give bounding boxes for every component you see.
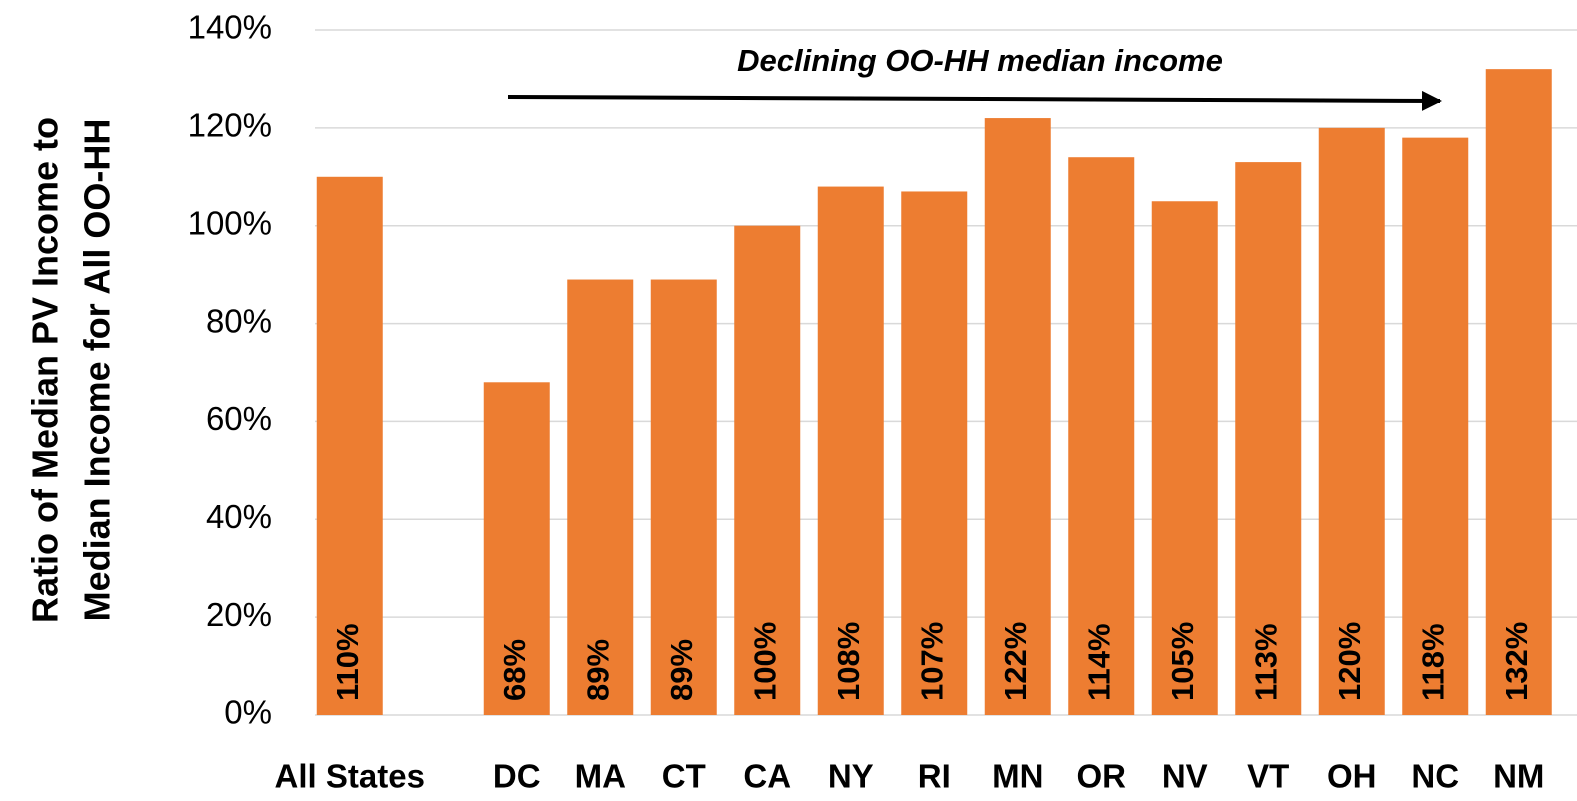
x-tick-label: NY — [828, 758, 874, 795]
y-axis-title: Ratio of Median PV Income to — [25, 117, 66, 623]
data-label: 120% — [1332, 622, 1367, 701]
bar — [1235, 162, 1302, 715]
bar — [1485, 69, 1552, 715]
bar — [650, 279, 717, 715]
y-tick-label: 100% — [188, 204, 272, 241]
bar — [316, 176, 383, 716]
bar — [1068, 157, 1135, 715]
x-tick-label: DC — [493, 758, 541, 795]
x-tick-label: VT — [1247, 758, 1289, 795]
y-tick-label: 80% — [206, 302, 272, 339]
x-tick-label: All States — [275, 758, 425, 795]
data-label: 122% — [998, 622, 1033, 701]
x-tick-label: NV — [1162, 758, 1208, 795]
bar — [817, 186, 884, 716]
x-tick-label: MN — [992, 758, 1043, 795]
annotation-arrow — [507, 90, 1442, 111]
bar — [901, 191, 968, 715]
y-tick-label: 120% — [188, 107, 272, 144]
data-label: 113% — [1248, 623, 1283, 701]
y-tick-label: 60% — [206, 400, 272, 437]
y-tick-label: 0% — [224, 694, 272, 731]
data-label: 132% — [1499, 622, 1534, 701]
data-label: 100% — [747, 622, 782, 701]
bar — [1402, 137, 1469, 716]
y-tick-label: 20% — [206, 596, 272, 633]
data-label: 108% — [831, 622, 866, 701]
data-label: 89% — [664, 639, 699, 701]
x-tick-label: RI — [918, 758, 951, 795]
bar — [1318, 127, 1385, 716]
bar — [734, 225, 801, 715]
y-tick-label: 40% — [206, 498, 272, 535]
data-label: 68% — [497, 639, 532, 701]
y-axis-title: Median Income for All OO-HH — [77, 119, 118, 622]
data-label: 114% — [1081, 623, 1116, 701]
data-label: 107% — [914, 622, 949, 701]
bar — [984, 118, 1051, 716]
bar — [567, 279, 634, 715]
x-tick-label: OH — [1327, 758, 1377, 795]
x-tick-label: CT — [662, 758, 706, 795]
data-label: 89% — [580, 639, 615, 701]
x-tick-label: NC — [1411, 758, 1459, 795]
data-label: 118% — [1415, 623, 1450, 701]
data-label: 105% — [1165, 622, 1200, 701]
annotation: Declining OO-HH median income — [737, 43, 1223, 78]
bar — [483, 382, 550, 715]
x-tick-label: MA — [575, 758, 626, 795]
x-tick-label: OR — [1077, 758, 1127, 795]
x-tick-label: NM — [1493, 758, 1544, 795]
x-tick-label: CA — [743, 758, 791, 795]
bars — [316, 69, 1552, 716]
bar — [1151, 201, 1218, 715]
y-tick-label: 140% — [188, 9, 272, 46]
data-label: 110% — [330, 623, 365, 701]
